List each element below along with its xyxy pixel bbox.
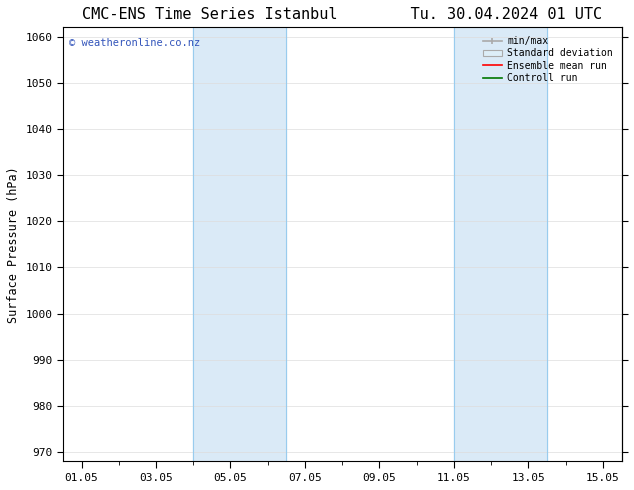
Title: CMC-ENS Time Series Istanbul        Tu. 30.04.2024 01 UTC: CMC-ENS Time Series Istanbul Tu. 30.04.2… <box>82 7 602 22</box>
Legend: min/max, Standard deviation, Ensemble mean run, Controll run: min/max, Standard deviation, Ensemble me… <box>479 32 617 87</box>
Y-axis label: Surface Pressure (hPa): Surface Pressure (hPa) <box>7 166 20 322</box>
Text: © weatheronline.co.nz: © weatheronline.co.nz <box>68 38 200 48</box>
Bar <box>193 27 287 461</box>
Bar <box>454 27 547 461</box>
